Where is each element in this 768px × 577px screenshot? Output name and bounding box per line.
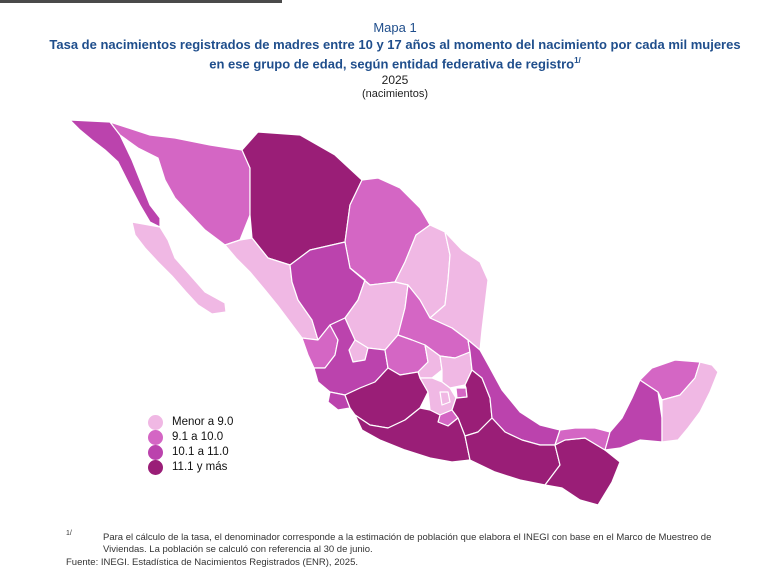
top-rule (0, 0, 282, 3)
legend-swatch (148, 444, 163, 460)
state-quintana-roo (661, 361, 719, 443)
map-unit: (nacimientos) (361, 88, 429, 101)
map-label: Mapa 1 (373, 20, 417, 35)
state-baja-california-sur (131, 221, 227, 315)
legend-item: 9.1 a 10.0 (148, 429, 233, 445)
map-title: Tasa de nacimientos registrados de madre… (45, 37, 745, 72)
legend-label: Menor a 9.0 (172, 416, 234, 428)
state-guerrero (354, 407, 471, 463)
legend-swatch (148, 414, 163, 430)
legend-label: 9.1 a 10.0 (172, 431, 224, 443)
legend-item: Menor a 9.0 (148, 414, 234, 430)
legend-label: 11.1 y más (172, 461, 228, 473)
map-title-text: Tasa de nacimientos registrados de madre… (49, 37, 741, 72)
legend-label: 10.1 a 11.0 (172, 446, 229, 458)
legend-swatch (148, 429, 163, 445)
title-note-marker: 1/ (574, 56, 581, 65)
state-baja-california (69, 119, 161, 228)
legend-item: 10.1 a 11.0 (148, 444, 233, 460)
legend-swatch (148, 459, 163, 475)
map-header: Mapa 1 Tasa de nacimientos registrados d… (0, 20, 768, 101)
footnote-marker: 1/ (66, 530, 72, 537)
source-note: Fuente: INEGI. Estadística de Nacimiento… (66, 557, 358, 568)
state-colima (327, 391, 351, 411)
legend-item: 11.1 y más (148, 459, 233, 475)
footnote-text: Para el cálculo de la tasa, el denominad… (103, 532, 712, 555)
state-ciudad-de-mexico (439, 391, 451, 406)
map-year: 2025 (381, 73, 409, 88)
map-legend: Menor a 9.0 9.1 a 10.0 10.1 a 11.0 11.1 … (148, 414, 234, 475)
state-campeche (604, 379, 663, 451)
state-tlaxcala (455, 387, 468, 399)
